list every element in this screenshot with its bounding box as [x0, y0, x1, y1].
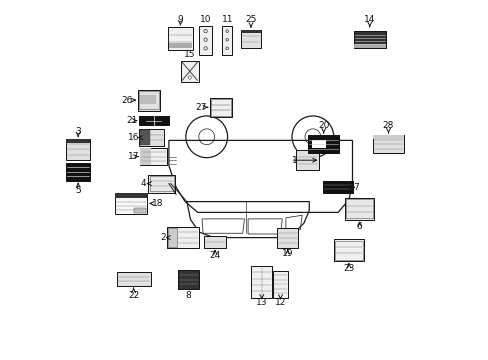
Text: 1: 1	[291, 156, 297, 165]
Text: 9: 9	[177, 15, 183, 24]
FancyBboxPatch shape	[134, 208, 145, 213]
Text: 3: 3	[75, 127, 81, 136]
FancyBboxPatch shape	[199, 26, 212, 55]
FancyBboxPatch shape	[273, 271, 287, 298]
FancyBboxPatch shape	[241, 30, 260, 48]
FancyBboxPatch shape	[140, 95, 155, 104]
Text: 7: 7	[352, 183, 358, 192]
FancyBboxPatch shape	[115, 193, 147, 214]
FancyBboxPatch shape	[139, 129, 163, 146]
Text: 14: 14	[364, 15, 375, 24]
FancyBboxPatch shape	[372, 135, 404, 153]
Text: 23: 23	[343, 264, 354, 273]
FancyBboxPatch shape	[333, 239, 364, 261]
FancyBboxPatch shape	[241, 30, 260, 33]
Text: 13: 13	[256, 298, 267, 307]
FancyBboxPatch shape	[140, 148, 167, 165]
Text: 12: 12	[274, 298, 285, 307]
Text: 24: 24	[209, 251, 220, 260]
Text: 6: 6	[356, 222, 362, 231]
FancyBboxPatch shape	[277, 228, 298, 248]
FancyBboxPatch shape	[168, 228, 177, 247]
FancyBboxPatch shape	[308, 135, 338, 153]
FancyBboxPatch shape	[372, 135, 404, 139]
Text: 26: 26	[122, 96, 133, 105]
FancyBboxPatch shape	[140, 130, 149, 145]
FancyBboxPatch shape	[353, 44, 385, 48]
FancyBboxPatch shape	[116, 272, 150, 286]
Text: 17: 17	[127, 152, 139, 161]
Text: 8: 8	[185, 291, 191, 300]
Text: 20: 20	[317, 122, 329, 130]
FancyBboxPatch shape	[178, 270, 199, 289]
FancyBboxPatch shape	[204, 236, 225, 248]
FancyBboxPatch shape	[169, 43, 191, 48]
Text: 16: 16	[127, 133, 139, 142]
Text: 19: 19	[282, 249, 293, 258]
Text: 10: 10	[200, 15, 211, 24]
Text: 11: 11	[221, 15, 232, 24]
FancyBboxPatch shape	[167, 227, 199, 248]
FancyBboxPatch shape	[139, 116, 168, 125]
FancyBboxPatch shape	[222, 26, 232, 55]
FancyBboxPatch shape	[181, 61, 199, 82]
FancyBboxPatch shape	[296, 150, 318, 170]
FancyBboxPatch shape	[251, 266, 272, 298]
FancyBboxPatch shape	[66, 139, 90, 160]
Text: 5: 5	[75, 186, 81, 195]
FancyBboxPatch shape	[140, 148, 151, 165]
Text: 15: 15	[183, 50, 195, 59]
FancyBboxPatch shape	[311, 140, 325, 148]
FancyBboxPatch shape	[323, 181, 352, 193]
Text: 21: 21	[126, 116, 138, 125]
Text: 27: 27	[195, 103, 206, 112]
FancyBboxPatch shape	[344, 198, 374, 220]
FancyBboxPatch shape	[115, 193, 147, 198]
FancyBboxPatch shape	[66, 163, 90, 181]
Text: 25: 25	[245, 15, 256, 24]
FancyBboxPatch shape	[167, 27, 193, 50]
Text: 18: 18	[152, 199, 163, 208]
FancyBboxPatch shape	[138, 90, 160, 111]
FancyBboxPatch shape	[148, 175, 175, 193]
Text: 4: 4	[141, 179, 146, 188]
Text: 22: 22	[128, 291, 139, 300]
Text: 28: 28	[382, 122, 393, 130]
FancyBboxPatch shape	[209, 98, 232, 117]
Text: 2: 2	[161, 233, 166, 242]
FancyBboxPatch shape	[66, 139, 90, 143]
FancyBboxPatch shape	[353, 31, 385, 48]
